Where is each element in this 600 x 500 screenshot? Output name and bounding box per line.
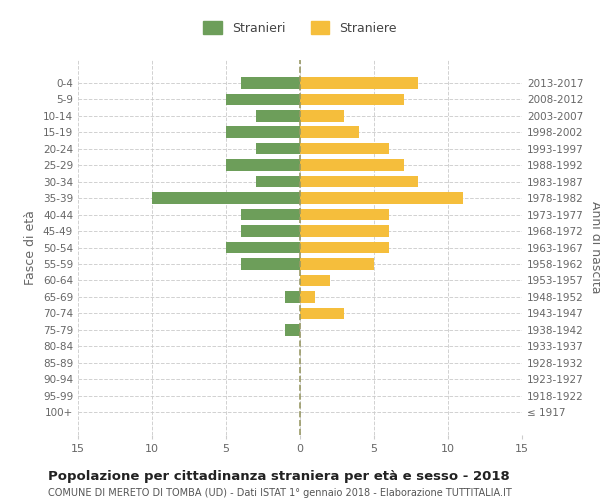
- Bar: [300, 274, 329, 286]
- Bar: [241, 77, 300, 88]
- Bar: [300, 291, 315, 302]
- Bar: [256, 143, 300, 154]
- Bar: [300, 126, 359, 138]
- Bar: [256, 110, 300, 122]
- Bar: [300, 258, 374, 270]
- Bar: [300, 176, 418, 188]
- Bar: [300, 209, 389, 220]
- Y-axis label: Fasce di età: Fasce di età: [25, 210, 37, 285]
- Bar: [285, 291, 300, 302]
- Bar: [152, 192, 300, 204]
- Bar: [285, 324, 300, 336]
- Bar: [226, 160, 300, 171]
- Bar: [300, 160, 404, 171]
- Bar: [256, 176, 300, 188]
- Text: Popolazione per cittadinanza straniera per età e sesso - 2018: Popolazione per cittadinanza straniera p…: [48, 470, 510, 483]
- Bar: [300, 143, 389, 154]
- Bar: [300, 192, 463, 204]
- Bar: [300, 308, 344, 319]
- Bar: [226, 242, 300, 254]
- Legend: Stranieri, Straniere: Stranieri, Straniere: [199, 18, 401, 38]
- Bar: [241, 226, 300, 237]
- Text: COMUNE DI MERETO DI TOMBA (UD) - Dati ISTAT 1° gennaio 2018 - Elaborazione TUTTI: COMUNE DI MERETO DI TOMBA (UD) - Dati IS…: [48, 488, 512, 498]
- Bar: [226, 126, 300, 138]
- Bar: [241, 209, 300, 220]
- Bar: [300, 110, 344, 122]
- Bar: [226, 94, 300, 105]
- Y-axis label: Anni di nascita: Anni di nascita: [589, 201, 600, 294]
- Bar: [241, 258, 300, 270]
- Bar: [300, 226, 389, 237]
- Bar: [300, 242, 389, 254]
- Bar: [300, 77, 418, 88]
- Bar: [300, 94, 404, 105]
